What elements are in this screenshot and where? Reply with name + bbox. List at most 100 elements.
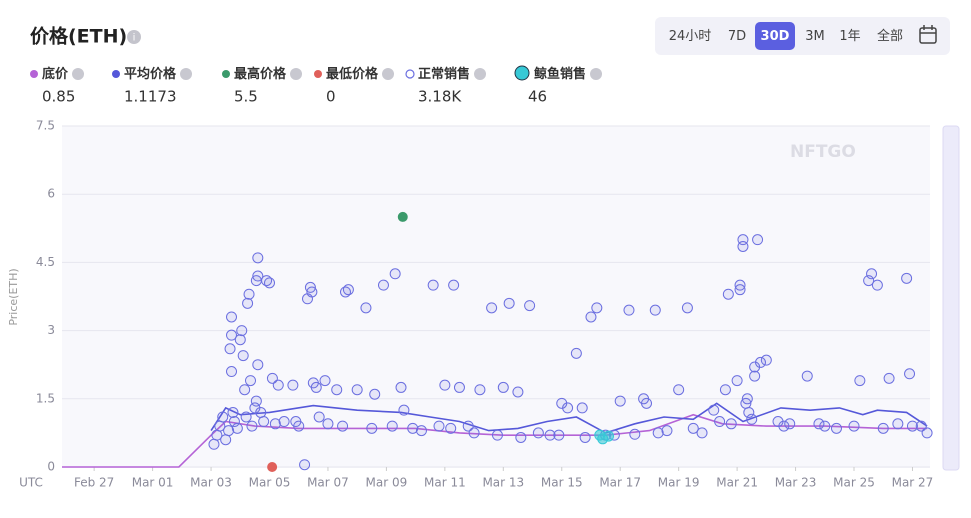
legend-marker: [30, 70, 38, 78]
point: [614, 395, 626, 407]
point: [830, 422, 842, 434]
x-tick-label: Mar 01: [132, 476, 174, 490]
point: [570, 347, 582, 359]
point: [749, 370, 761, 382]
point: [337, 420, 349, 432]
point: [714, 416, 726, 428]
range-button[interactable]: 全部: [877, 28, 903, 44]
point: [234, 334, 246, 346]
point: [754, 356, 766, 368]
point: [497, 381, 509, 393]
point: [877, 422, 889, 434]
legend-label: 鲸鱼销售: [534, 66, 586, 82]
point: [673, 384, 685, 396]
point: [366, 422, 378, 434]
y-tick-label: 6: [47, 187, 55, 201]
point: [246, 420, 258, 432]
point: [661, 425, 673, 437]
point: [892, 418, 904, 430]
point: [491, 429, 503, 441]
info-icon: [590, 68, 603, 80]
point: [227, 406, 239, 418]
point: [591, 302, 603, 314]
point: [752, 234, 764, 246]
x-tick-label: Mar 15: [541, 476, 583, 490]
y-tick-label: 0: [47, 460, 55, 474]
point: [848, 420, 860, 432]
point: [228, 416, 240, 428]
point: [310, 381, 322, 393]
point: [801, 370, 813, 382]
x-tick-label: Mar 05: [249, 476, 291, 490]
legend-label: 底价: [42, 66, 69, 82]
info-glyph: i: [133, 33, 136, 44]
point: [722, 288, 734, 300]
x-tick-label: Mar 21: [716, 476, 758, 490]
point: [319, 375, 331, 387]
point: [524, 300, 536, 312]
x-tick-label: Mar 03: [190, 476, 232, 490]
range-button[interactable]: 1年: [839, 29, 860, 44]
point: [708, 404, 720, 416]
point: [904, 368, 916, 380]
point: [623, 304, 635, 316]
point: [854, 375, 866, 387]
x-tick-label: Mar 17: [599, 476, 641, 490]
legend-value: 1.1173: [124, 88, 177, 106]
legend-marker: [222, 70, 230, 78]
info-icon: [382, 68, 395, 80]
point: [778, 420, 790, 432]
point: [687, 422, 699, 434]
legend-label: 正常销售: [418, 66, 470, 82]
point: [389, 268, 401, 280]
info-icon[interactable]: [127, 30, 141, 44]
scrollbar[interactable]: [942, 125, 960, 471]
range-button[interactable]: 3M: [805, 29, 825, 44]
point: [652, 427, 664, 439]
point: [863, 275, 875, 287]
legend-value: 5.5: [234, 88, 258, 106]
point: [342, 284, 354, 296]
line-1: [210, 402, 928, 434]
point: [267, 462, 278, 472]
range-button[interactable]: 7D: [728, 29, 746, 44]
legend-label: 最低价格: [326, 66, 379, 82]
point: [474, 384, 486, 396]
legend-marker: [314, 70, 322, 78]
point: [397, 211, 408, 222]
point: [486, 302, 498, 314]
y-tick-label: 3: [47, 323, 55, 337]
point: [287, 379, 299, 391]
x-tick-label: Mar 09: [366, 476, 408, 490]
y-tick-label: 1.5: [36, 391, 55, 405]
point: [220, 434, 232, 446]
point: [250, 275, 262, 287]
calendar-icon[interactable]: [919, 25, 937, 44]
info-icon: [474, 68, 487, 80]
range-group: [655, 17, 950, 55]
range-button[interactable]: 24小时: [669, 29, 712, 44]
point: [208, 438, 220, 450]
point: [322, 418, 334, 430]
point: [737, 234, 749, 246]
legend-label: 平均价格: [124, 66, 177, 82]
point: [813, 418, 825, 430]
range-button[interactable]: 30D: [761, 29, 790, 44]
point: [299, 459, 311, 471]
point: [226, 329, 238, 341]
point: [407, 422, 419, 434]
x-tick-label: Mar 19: [658, 476, 700, 490]
point: [226, 311, 238, 323]
legend-value: 46: [528, 88, 547, 106]
x-tick-label: Mar 27: [892, 476, 934, 490]
point: [901, 272, 913, 284]
x-tick-label: Mar 23: [775, 476, 817, 490]
point: [532, 427, 544, 439]
point: [351, 384, 363, 396]
point: [734, 284, 746, 296]
point: [445, 422, 457, 434]
point: [439, 379, 451, 391]
point: [415, 425, 427, 437]
